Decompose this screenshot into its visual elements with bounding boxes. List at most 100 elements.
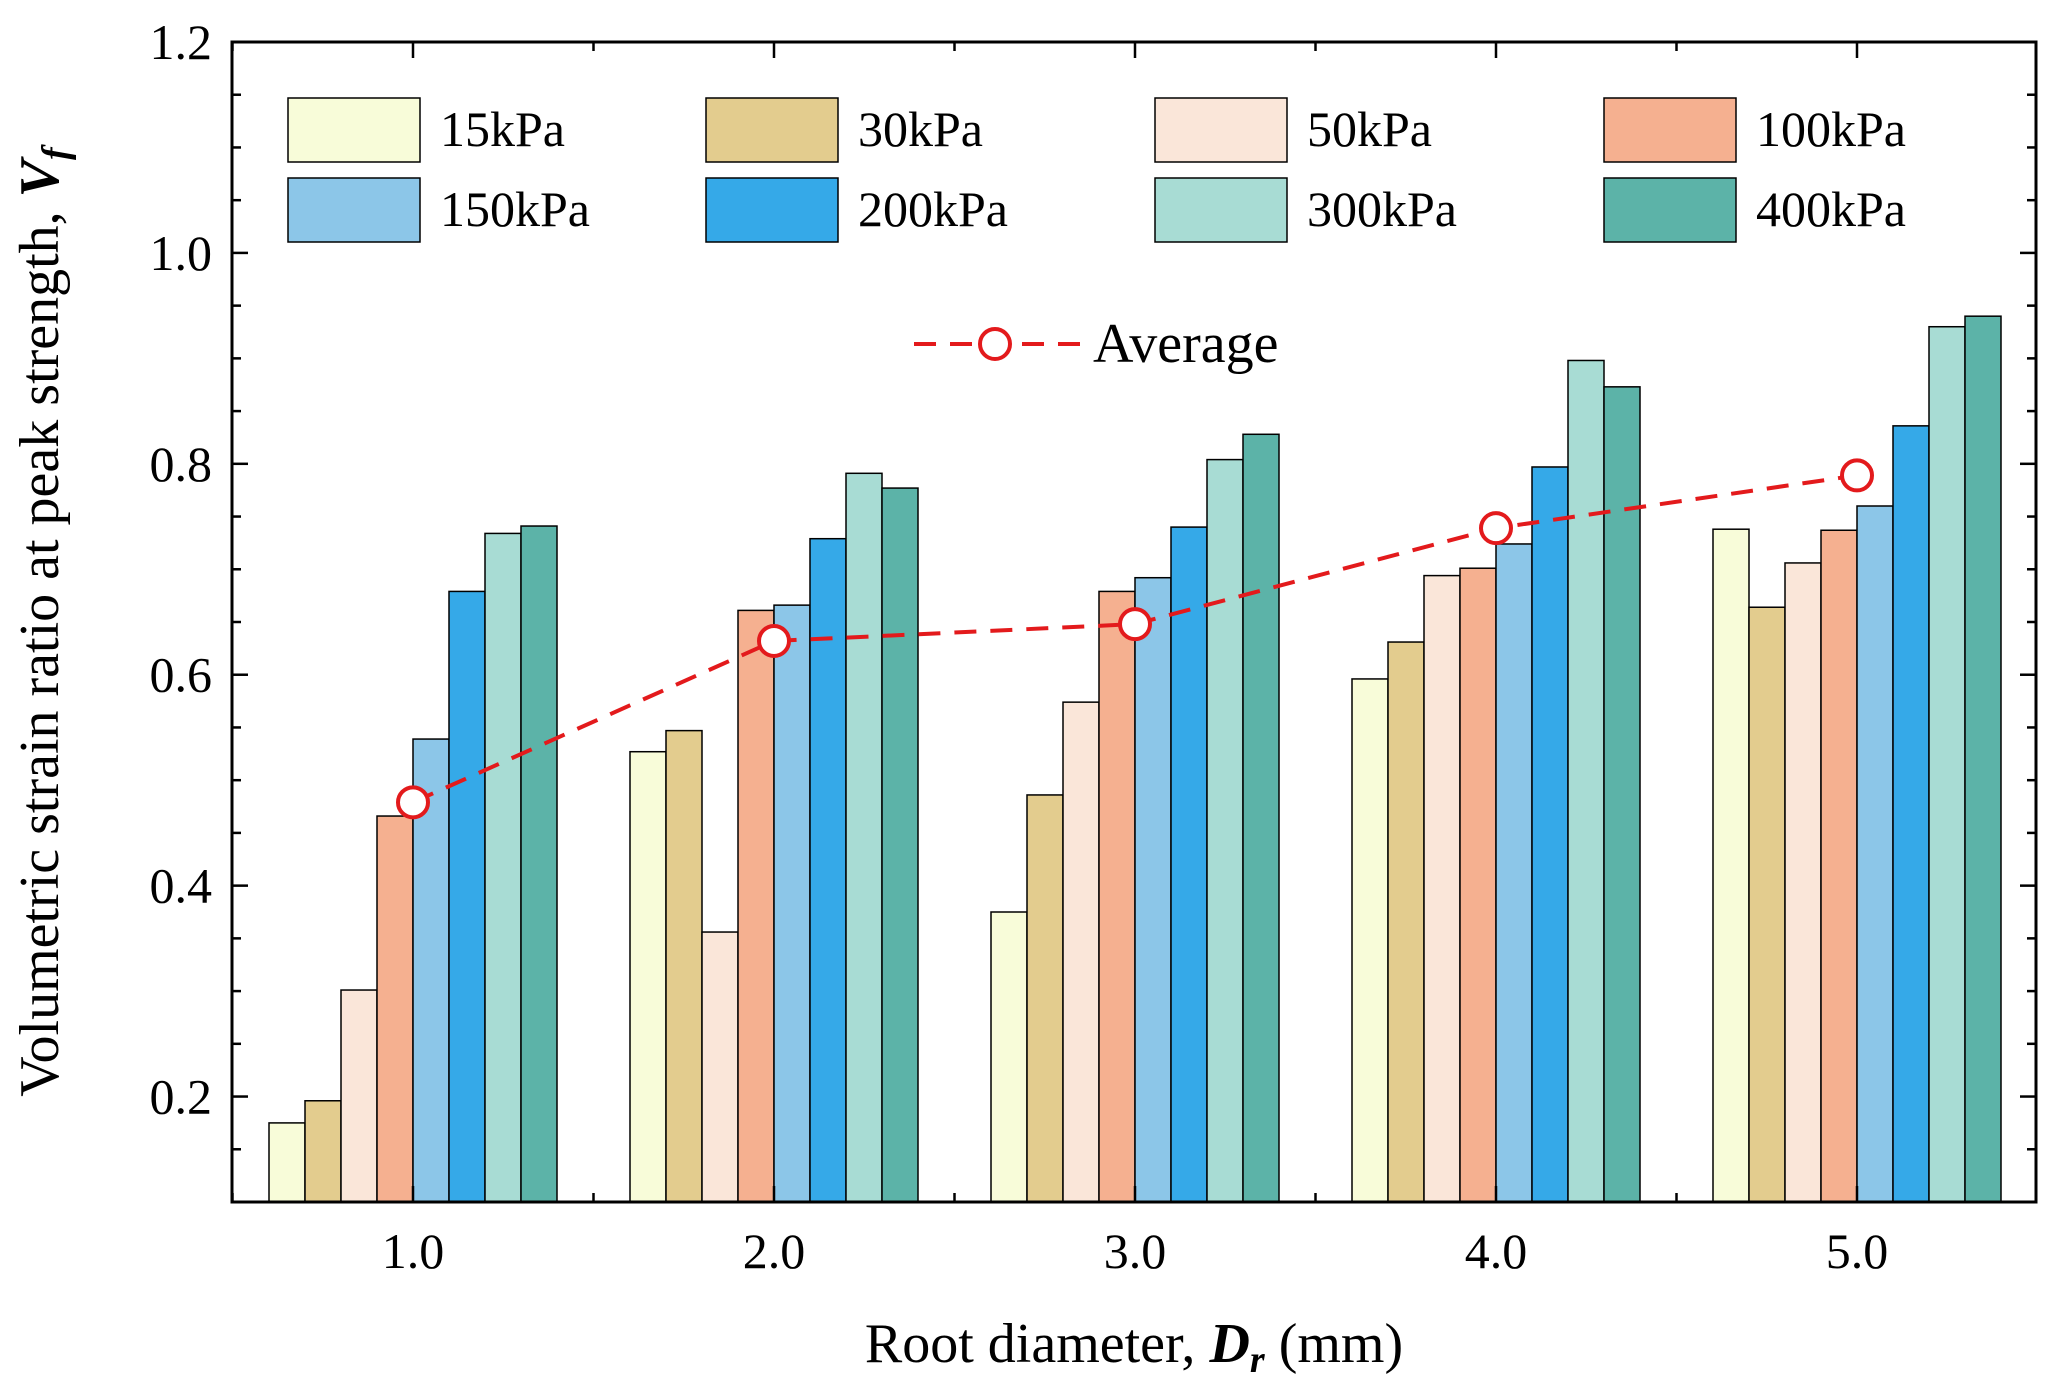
- bar-15kPa-5.0: [1712, 528, 1750, 1203]
- bar-300kPa-5.0: [1928, 325, 1966, 1203]
- x-axis-title-subscript: r: [1250, 1339, 1266, 1381]
- bar-300kPa-3.0: [1206, 458, 1244, 1203]
- legend-swatch: [1154, 177, 1288, 243]
- legend-label: 50kPa: [1307, 101, 1432, 157]
- legend-label: 400kPa: [1756, 181, 1906, 237]
- y-tick-label: 0.8: [150, 436, 213, 492]
- legend-label: 150kPa: [440, 181, 590, 237]
- bar-30kPa-3.0: [1026, 794, 1064, 1203]
- bar-200kPa-4.0: [1531, 466, 1569, 1203]
- bar-50kPa-3.0: [1062, 701, 1100, 1203]
- legend-item-50kPa: 50kPa: [1154, 97, 1432, 163]
- legend-swatch: [287, 97, 421, 163]
- bar-30kPa-1.0: [304, 1100, 342, 1203]
- bar-300kPa-1.0: [484, 532, 522, 1203]
- legend-item-400kPa: 400kPa: [1603, 177, 1906, 243]
- legend-swatch: [1603, 97, 1737, 163]
- bar-150kPa-4.0: [1495, 543, 1533, 1203]
- bar-50kPa-5.0: [1784, 562, 1822, 1203]
- legend-swatch: [705, 97, 839, 163]
- y-axis-title-subscript: f: [35, 144, 77, 160]
- legend-average-label: Average: [1093, 313, 1279, 375]
- bar-400kPa-4.0: [1603, 386, 1641, 1203]
- legend-label: 15kPa: [440, 101, 565, 157]
- bar-200kPa-3.0: [1170, 526, 1208, 1203]
- bar-400kPa-5.0: [1964, 315, 2002, 1203]
- bar-400kPa-2.0: [881, 487, 919, 1203]
- legend-label: 30kPa: [858, 101, 983, 157]
- bar-150kPa-3.0: [1134, 576, 1172, 1203]
- legend-item-30kPa: 30kPa: [705, 97, 983, 163]
- legend-item-200kPa: 200kPa: [705, 177, 1008, 243]
- legend-swatch: [705, 177, 839, 243]
- y-tick-label: 0.6: [150, 647, 213, 703]
- bar-100kPa-5.0: [1820, 529, 1858, 1203]
- bar-15kPa-4.0: [1351, 678, 1389, 1203]
- series-100kPa: [376, 529, 1858, 1203]
- legend-swatch: [287, 177, 421, 243]
- bar-300kPa-2.0: [845, 472, 883, 1203]
- legend-swatch: [1603, 177, 1737, 243]
- y-tick-label: 1.2: [150, 14, 213, 70]
- legend-item-average: Average: [914, 313, 1279, 375]
- y-axis-title-symbol: V: [9, 155, 71, 197]
- bar-100kPa-3.0: [1098, 590, 1136, 1203]
- legend: 15kPa 30kPa 50kPa 100kPa 150kPa 200kPa 300kPa 4…: [287, 97, 1906, 375]
- y-tick-label: 0.4: [150, 858, 213, 914]
- legend-item-100kPa: 100kPa: [1603, 97, 1906, 163]
- average-point-2.0: [757, 623, 791, 658]
- legend-item-15kPa: 15kPa: [287, 97, 565, 163]
- bar-30kPa-4.0: [1387, 641, 1425, 1203]
- bar-30kPa-2.0: [665, 729, 703, 1203]
- bar-150kPa-2.0: [773, 604, 811, 1203]
- legend-label: 100kPa: [1756, 101, 1906, 157]
- bars: [268, 315, 2002, 1203]
- bar-400kPa-3.0: [1242, 433, 1280, 1203]
- legend-item-300kPa: 300kPa: [1154, 177, 1457, 243]
- x-tick-label: 4.0: [1465, 1223, 1528, 1279]
- x-axis-title-prefix: Root diameter,: [865, 1313, 1210, 1375]
- bar-15kPa-1.0: [268, 1122, 306, 1203]
- series-200kPa: [448, 425, 1930, 1203]
- x-axis-title-symbol: D: [1208, 1313, 1249, 1375]
- bar-15kPa-2.0: [629, 750, 667, 1203]
- bar-400kPa-1.0: [520, 525, 558, 1203]
- average-point-4.0: [1479, 511, 1513, 546]
- y-tick-label: 1.0: [150, 225, 213, 281]
- average-point-1.0: [396, 785, 430, 820]
- x-axis-title: Root diameter, Dr (mm): [865, 1313, 1403, 1381]
- x-tick-label: 2.0: [743, 1223, 806, 1279]
- bar-50kPa-4.0: [1423, 574, 1461, 1203]
- series-15kPa: [268, 528, 1750, 1203]
- bar-100kPa-1.0: [376, 815, 414, 1203]
- y-axis-title: Volumetric strain ratio at peak strength…: [9, 144, 77, 1097]
- x-tick-label: 1.0: [382, 1223, 445, 1279]
- x-tick-label: 5.0: [1826, 1223, 1889, 1279]
- bar-100kPa-4.0: [1459, 567, 1497, 1203]
- average-point-5.0: [1840, 458, 1874, 493]
- legend-average-marker: [978, 327, 1012, 361]
- x-tick-label: 3.0: [1104, 1223, 1167, 1279]
- x-axis-title-suffix: (mm): [1265, 1313, 1403, 1375]
- y-tick-labels: 0.2 0.4 0.6 0.8 1.0 1.2: [150, 14, 213, 1125]
- legend-item-150kPa: 150kPa: [287, 177, 590, 243]
- bar-50kPa-2.0: [701, 931, 739, 1203]
- series-50kPa: [340, 562, 1822, 1203]
- bar-15kPa-3.0: [990, 911, 1028, 1203]
- series-400kPa: [520, 315, 2002, 1203]
- x-tick-labels: 1.0 2.0 3.0 4.0 5.0: [382, 1223, 1889, 1279]
- legend-label: 300kPa: [1307, 181, 1457, 237]
- bar-200kPa-2.0: [809, 537, 847, 1203]
- y-tick-label: 0.2: [150, 1069, 213, 1125]
- bar-50kPa-1.0: [340, 989, 378, 1203]
- bar-200kPa-5.0: [1892, 425, 1930, 1203]
- bar-200kPa-1.0: [448, 590, 486, 1203]
- bar-150kPa-5.0: [1856, 505, 1894, 1203]
- x-ticks: [231, 42, 1859, 1202]
- average-point-3.0: [1118, 607, 1152, 642]
- bar-30kPa-5.0: [1748, 606, 1786, 1203]
- bar-100kPa-2.0: [737, 609, 775, 1203]
- y-axis-title-prefix: Volumetric strain ratio at peak strength…: [9, 197, 71, 1096]
